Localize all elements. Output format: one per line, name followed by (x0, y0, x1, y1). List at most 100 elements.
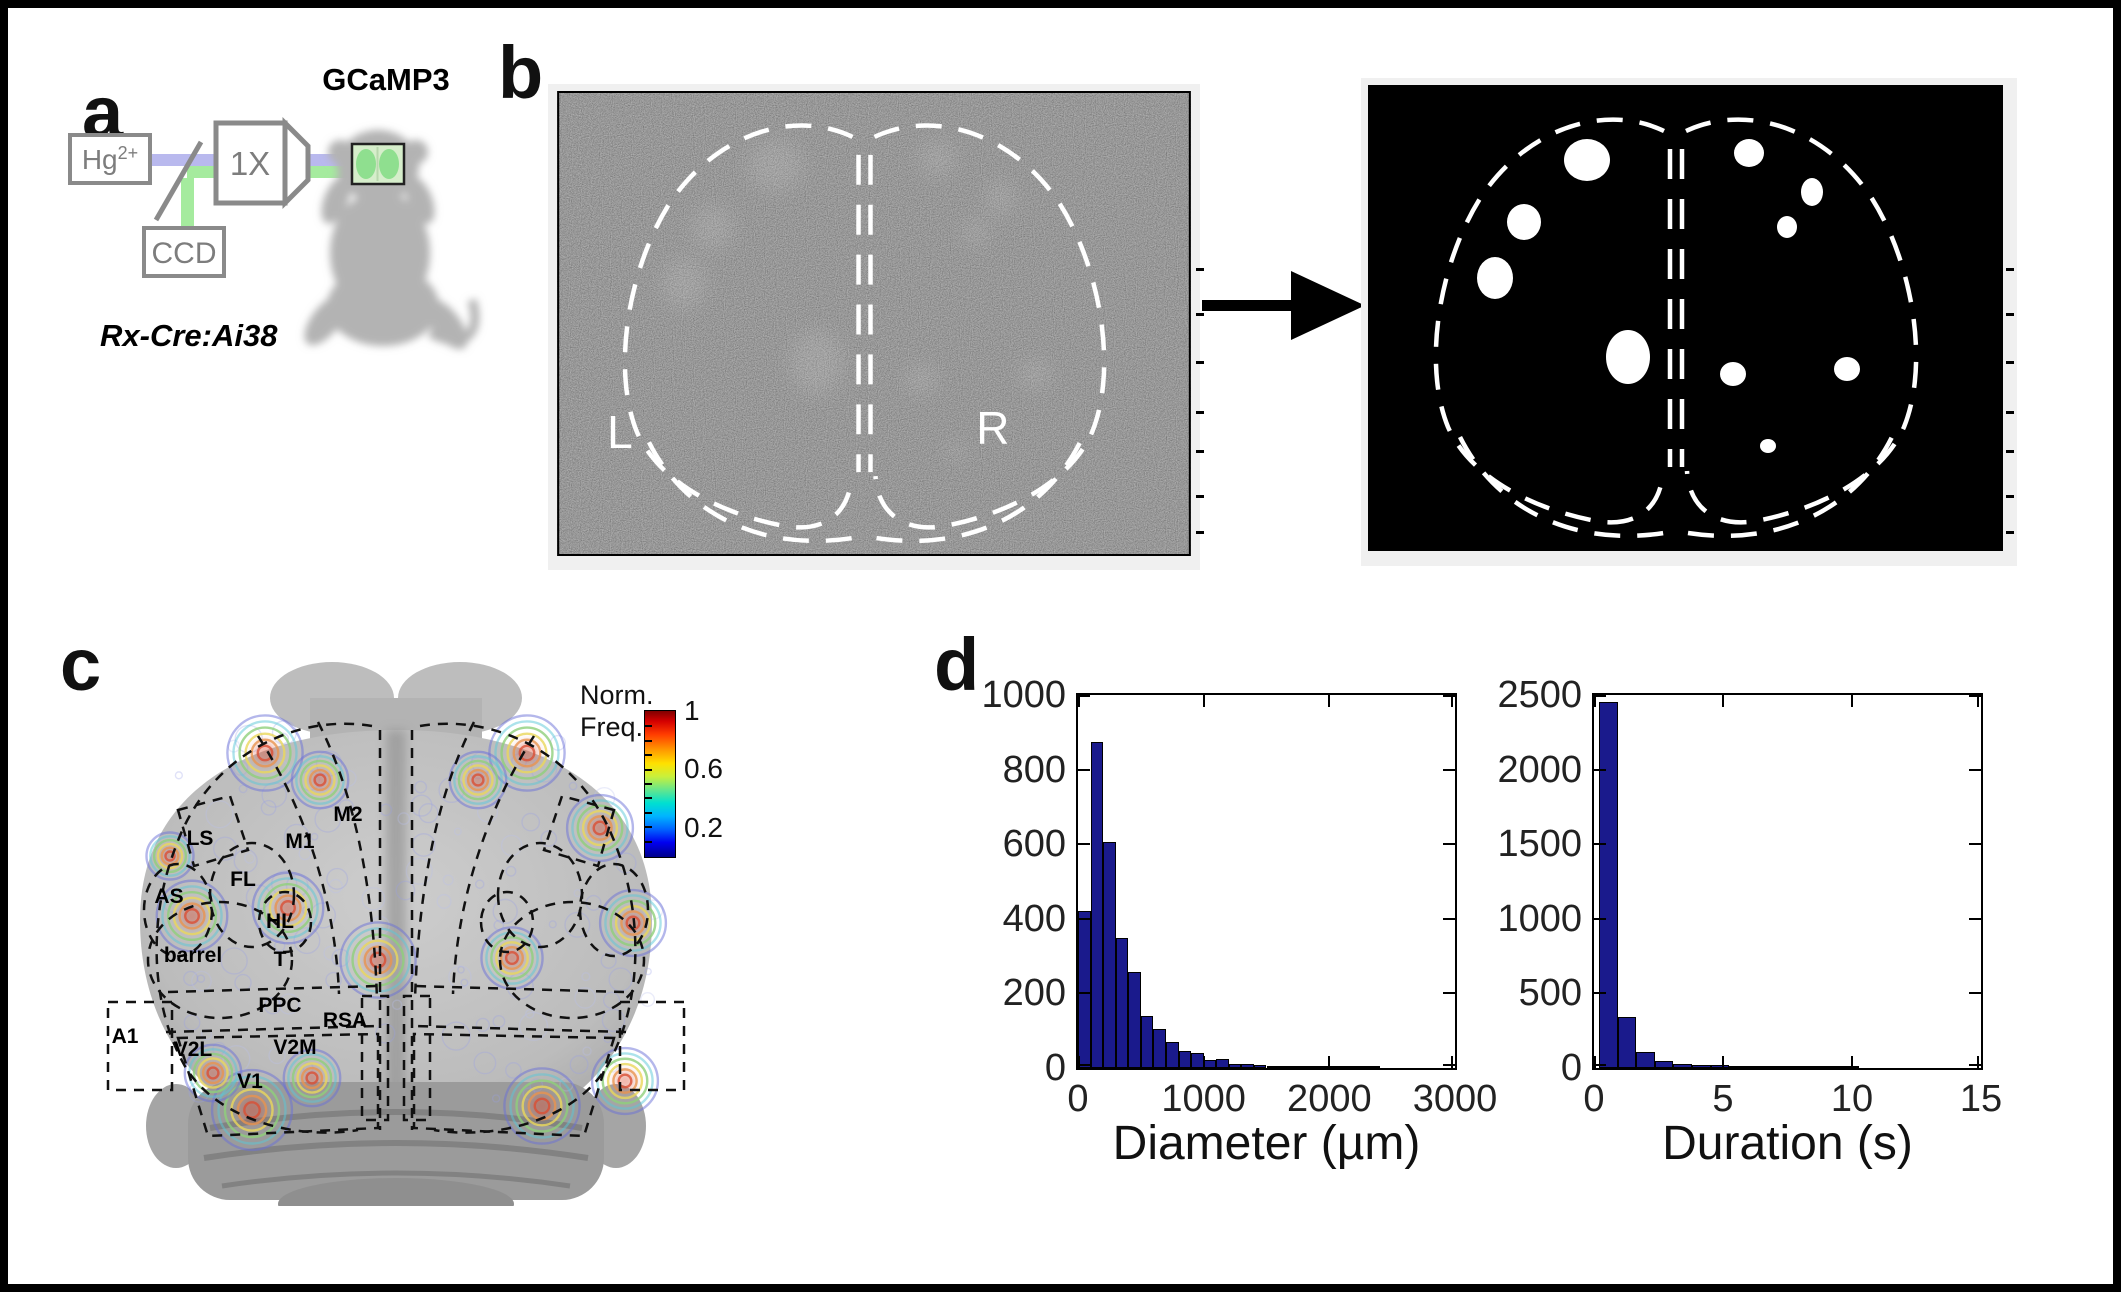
histogram-bar (1654, 1060, 1674, 1068)
x-tick (1451, 695, 1453, 707)
histogram-bar (1291, 1066, 1305, 1068)
histogram-bar (1766, 1066, 1785, 1068)
y-tick-label: 200 (1002, 972, 1066, 1015)
colorbar-minor-tick (645, 768, 652, 771)
histogram-bar (1673, 1064, 1693, 1068)
x-tick-label: 0 (1583, 1078, 1605, 1120)
segmented-image-frame (1361, 78, 2017, 566)
y-tick (1594, 695, 1606, 697)
histogram-bar (1078, 911, 1091, 1068)
y-tick-label: 500 (1518, 972, 1582, 1015)
x-tick (1977, 695, 1979, 707)
noise-background (557, 91, 1191, 556)
mouse-line-label: Rx-Cre:Ai38 (100, 318, 278, 353)
objective-label: 1X (230, 145, 270, 182)
duration-histogram: 0 5 10 15 0 500 1000 1500 2000 2500 (1497, 676, 2002, 1118)
histogram-bar (1203, 1060, 1217, 1068)
region-label-as: AS (154, 885, 183, 908)
region-label-rsa: RSA (323, 1009, 367, 1032)
histogram-bar (1692, 1065, 1711, 1068)
histogram-bar (1279, 1066, 1292, 1068)
beamsplitter-icon (153, 140, 204, 222)
histogram-bar (1153, 1029, 1166, 1068)
x-tick (1722, 695, 1724, 707)
histogram-bar (1367, 1066, 1380, 1068)
region-boundaries-dashed (106, 721, 686, 1138)
domain-blob (1720, 362, 1746, 386)
x-tick (1451, 1056, 1453, 1068)
y-tick (1078, 843, 1090, 846)
domain-blob (1734, 139, 1764, 167)
histogram-bar (1729, 1066, 1748, 1068)
region-label-ls: LS (187, 827, 214, 850)
tick-remnant (2006, 361, 2014, 364)
tick-remnant (2006, 450, 2014, 453)
y-tick (1443, 768, 1455, 771)
histogram-bar (1617, 1016, 1637, 1068)
region-label-a1: A1 (112, 1025, 139, 1048)
emission-beam-vertical (181, 178, 194, 230)
colorbar-tick-label: 1 (684, 695, 700, 726)
histogram-bar (1636, 1051, 1655, 1068)
histogram-bar (1103, 841, 1116, 1068)
histogram-bar (1784, 1066, 1804, 1068)
region-label-m1: M1 (285, 830, 314, 853)
tick-remnant (1196, 361, 1204, 364)
y-tick (1443, 992, 1455, 995)
arrow-icon (1202, 271, 1365, 340)
tick-remnant (2006, 495, 2014, 498)
y-tick-label: 1000 (981, 674, 1066, 716)
y-tick (1078, 695, 1090, 697)
tick-remnant (2006, 531, 2014, 534)
faint-activity-blobs (662, 140, 1051, 460)
domain-blob (1777, 216, 1797, 238)
tick-remnant (1196, 495, 1204, 498)
colorbar-minor-tick (645, 840, 652, 843)
x-tick-label: 3000 (1412, 1078, 1498, 1120)
black-background (1368, 85, 2003, 551)
x-tick (1977, 1056, 1979, 1068)
y-tick (1078, 768, 1090, 771)
panel-b-letter: b (498, 31, 544, 114)
raw-fluorescence-image: L R (557, 91, 1191, 556)
x-tick-label: 1000 (1161, 1078, 1246, 1120)
y-tick-label: 0 (1044, 1047, 1066, 1089)
y-tick (1594, 1064, 1606, 1066)
gcamp3-label: GCaMP3 (322, 62, 450, 97)
y-tick (1969, 695, 1981, 697)
y-tick (1078, 917, 1090, 920)
brain-outline-dashed (622, 123, 1107, 544)
histogram-bar (1228, 1063, 1242, 1068)
y-tick (1078, 1064, 1090, 1066)
region-label-v1: V1 (237, 1070, 263, 1093)
region-label-barrel: barrel (164, 944, 222, 967)
tick-remnant (1196, 411, 1204, 414)
colorbar-tick-label: 0.6 (684, 753, 723, 785)
panel-c-letter: c (60, 623, 102, 706)
histogram-bar (1710, 1064, 1730, 1068)
segmented-domain-image (1368, 85, 2003, 551)
tick-remnant (2006, 313, 2014, 316)
histogram-bar (1329, 1066, 1342, 1068)
colorbar-minor-tick (645, 797, 652, 800)
region-label-v2m: V2M (273, 1036, 316, 1059)
imaging-schematic: Hg2+ 1X CCD (68, 116, 480, 350)
histogram-bar (1128, 972, 1141, 1068)
frequency-hotspots (145, 714, 668, 1152)
domain-blob (1564, 139, 1610, 181)
domain-blob (1834, 357, 1860, 381)
x-tick (1851, 695, 1853, 707)
cranial-window (350, 142, 406, 186)
histogram-bar (1840, 1066, 1860, 1068)
histogram-bar (1304, 1066, 1317, 1068)
y-tick (1969, 917, 1981, 920)
histogram-bar (1822, 1066, 1841, 1068)
y-tick-label: 400 (1002, 897, 1066, 940)
duration-axis-title: Duration (s) (1662, 1117, 1913, 1170)
region-label-m2: M2 (333, 803, 362, 826)
y-tick (1969, 843, 1981, 846)
y-tick (1594, 843, 1606, 846)
tick-remnant (1196, 268, 1204, 271)
x-tick (1328, 695, 1331, 707)
